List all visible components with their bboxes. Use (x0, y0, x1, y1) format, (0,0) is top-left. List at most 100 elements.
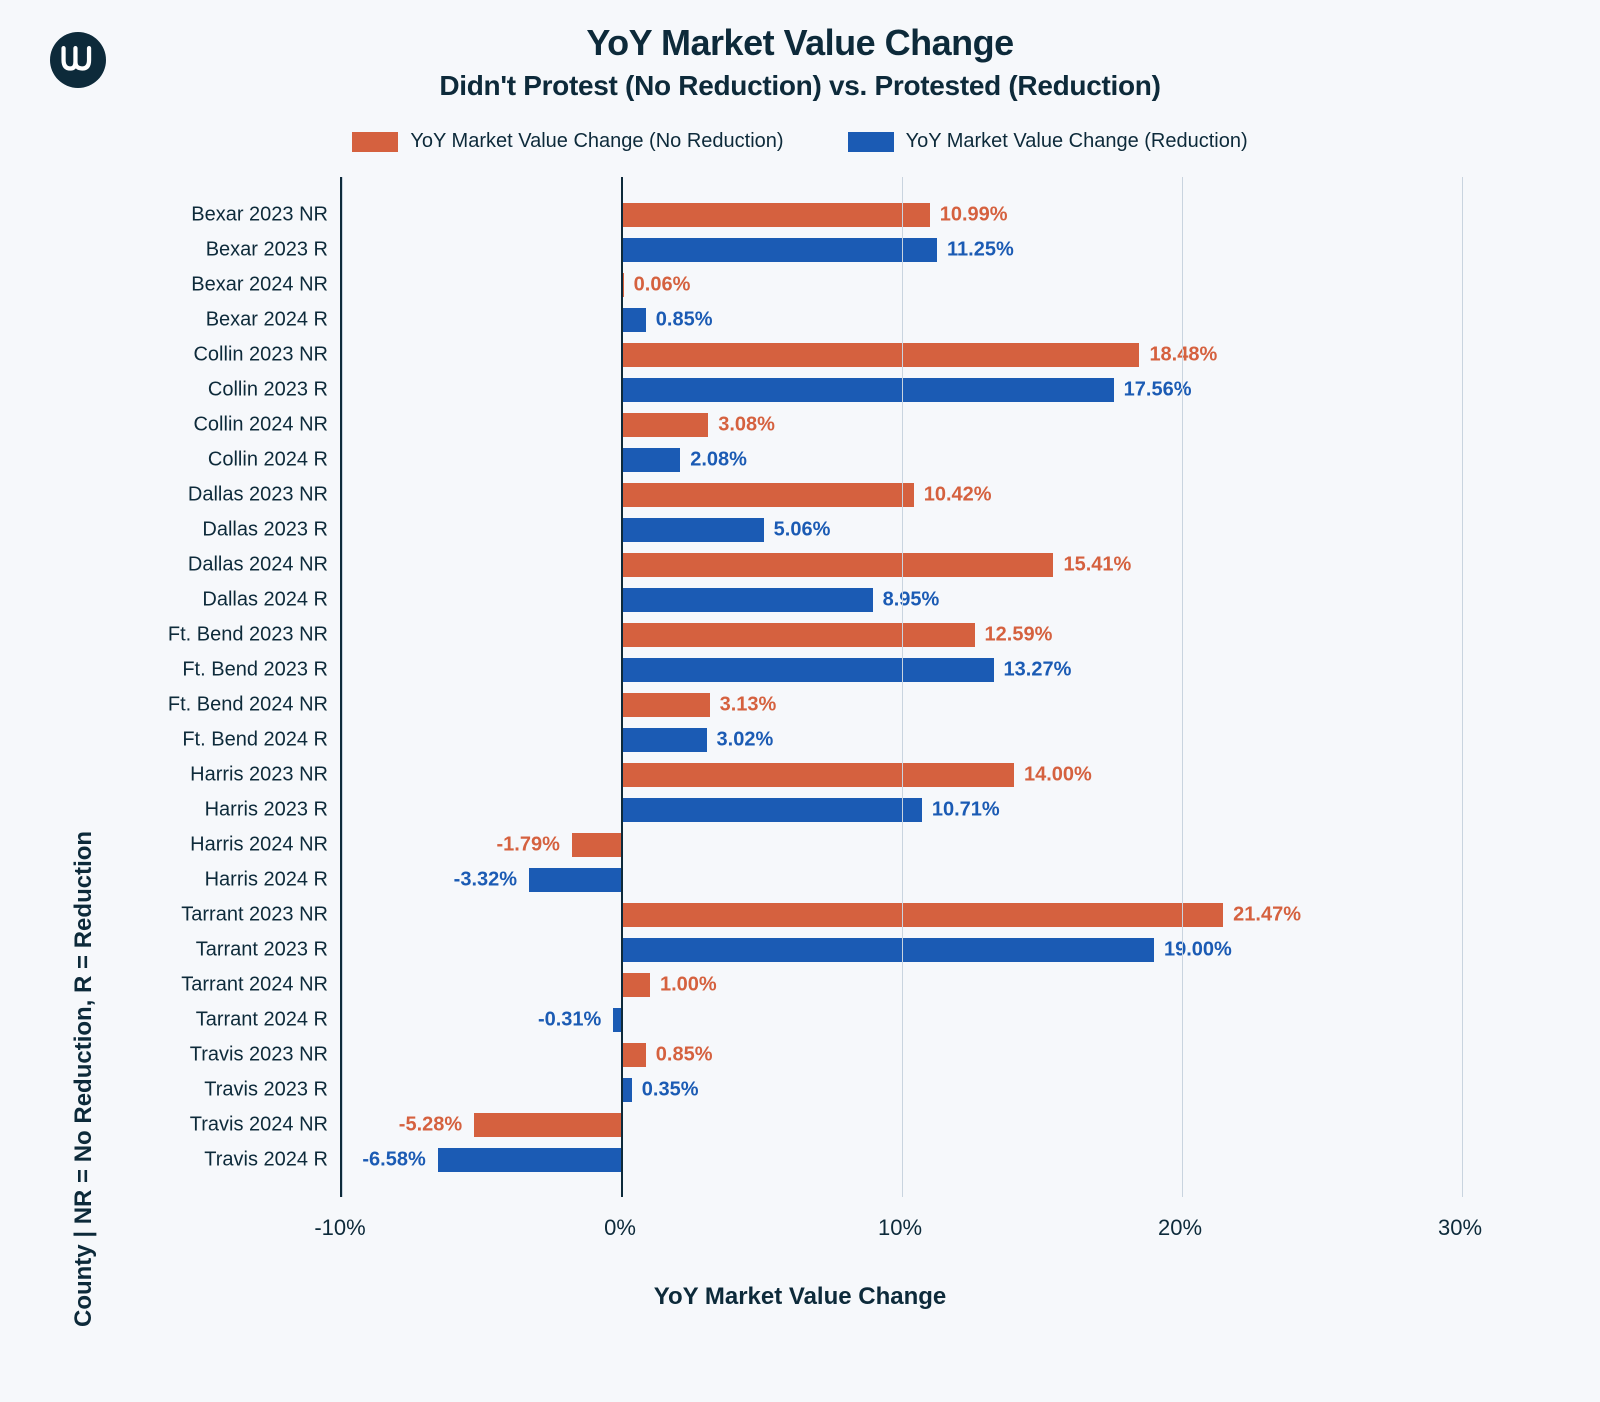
bar-no-reduction (622, 903, 1223, 927)
legend-swatch-b (848, 132, 894, 152)
bar-no-reduction (622, 763, 1014, 787)
y-category-label: Harris 2023 R (205, 798, 342, 821)
x-tick-label: 10% (878, 1215, 922, 1241)
bar-value-label: 18.48% (1149, 343, 1217, 366)
bar-value-label: 15.41% (1063, 553, 1131, 576)
bar-value-label: 0.35% (642, 1078, 699, 1101)
bar-value-label: 0.06% (634, 273, 691, 296)
bar-value-label: -1.79% (497, 833, 560, 856)
y-category-label: Collin 2023 NR (193, 343, 342, 366)
bar-value-label: 2.08% (690, 448, 747, 471)
y-category-label: Ft. Bend 2024 NR (168, 693, 342, 716)
y-category-label: Travis 2024 R (204, 1148, 342, 1171)
bar-value-label: 1.00% (660, 973, 717, 996)
bar-value-label: 3.02% (717, 728, 774, 751)
bar-no-reduction (622, 1043, 646, 1067)
bar-reduction (622, 1078, 632, 1102)
bar-value-label: 11.25% (947, 238, 1014, 261)
legend-item-no-reduction: YoY Market Value Change (No Reduction) (352, 130, 783, 153)
y-category-label: Travis 2023 NR (190, 1043, 342, 1066)
y-category-label: Bexar 2023 R (206, 238, 342, 261)
gridline (342, 177, 343, 1197)
bar-value-label: 14.00% (1024, 763, 1092, 786)
y-category-label: Travis 2024 NR (190, 1113, 342, 1136)
bar-value-label: -5.28% (399, 1113, 462, 1136)
legend-swatch-a (352, 132, 398, 152)
y-category-label: Harris 2024 NR (190, 833, 342, 856)
bar-reduction (622, 798, 922, 822)
bar-value-label: 10.71% (932, 798, 1000, 821)
bar-value-label: 21.47% (1233, 903, 1301, 926)
legend-label-b: YoY Market Value Change (Reduction) (906, 130, 1248, 153)
chart-title: YoY Market Value Change (0, 22, 1600, 64)
bar-value-label: 12.59% (985, 623, 1053, 646)
bar-value-label: 0.85% (656, 1043, 713, 1066)
bar-reduction (622, 448, 680, 472)
bar-reduction (622, 238, 937, 262)
plot-area: County | NR = No Reduction, R = Reductio… (0, 177, 1600, 1311)
y-category-label: Tarrant 2024 NR (181, 973, 342, 996)
x-tick-label: 20% (1158, 1215, 1202, 1241)
bar-value-label: 0.85% (656, 308, 713, 331)
y-category-label: Tarrant 2024 R (196, 1008, 342, 1031)
gridline (1182, 177, 1183, 1197)
bar-no-reduction (622, 413, 708, 437)
y-axis-title: County | NR = No Reduction, R = Reductio… (70, 831, 98, 1327)
y-category-label: Dallas 2024 R (202, 588, 342, 611)
bar-no-reduction (572, 833, 622, 857)
gridline (902, 177, 903, 1197)
chart-subtitle: Didn't Protest (No Reduction) vs. Protes… (0, 70, 1600, 102)
bar-value-label: 3.08% (718, 413, 775, 436)
bar-reduction (622, 728, 707, 752)
y-category-label: Tarrant 2023 R (196, 938, 342, 961)
y-category-label: Harris 2023 NR (190, 763, 342, 786)
x-tick-label: -10% (314, 1215, 365, 1241)
bar-no-reduction (622, 623, 975, 647)
bar-reduction (622, 588, 873, 612)
y-category-label: Ft. Bend 2023 NR (168, 623, 342, 646)
legend: YoY Market Value Change (No Reduction) Y… (0, 130, 1600, 153)
y-category-label: Ft. Bend 2023 R (182, 658, 342, 681)
bar-value-label: 5.06% (774, 518, 831, 541)
y-category-label: Collin 2024 NR (193, 413, 342, 436)
legend-label-a: YoY Market Value Change (No Reduction) (410, 130, 783, 153)
bar-value-label: 3.13% (720, 693, 777, 716)
bar-reduction (622, 658, 994, 682)
bar-reduction (622, 308, 646, 332)
bar-value-label: -0.31% (538, 1008, 601, 1031)
y-category-label: Bexar 2023 NR (191, 203, 342, 226)
y-category-label: Dallas 2023 R (202, 518, 342, 541)
y-category-label: Collin 2024 R (208, 448, 342, 471)
bar-value-label: 19.00% (1164, 938, 1232, 961)
bar-no-reduction (622, 553, 1053, 577)
bar-reduction (622, 938, 1154, 962)
bar-no-reduction (622, 693, 710, 717)
bar-reduction (529, 868, 622, 892)
x-tick-label: 30% (1438, 1215, 1482, 1241)
x-ticks: -10%0%10%20%30% (340, 1197, 1460, 1237)
y-category-label: Bexar 2024 NR (191, 273, 342, 296)
gridline (1462, 177, 1463, 1197)
grid: Bexar 2023 NR10.99%Bexar 2023 R11.25%Bex… (340, 177, 1460, 1197)
bar-value-label: 13.27% (1004, 658, 1072, 681)
chart-container: YoY Market Value Change Didn't Protest (… (0, 22, 1600, 1311)
y-category-label: Bexar 2024 R (206, 308, 342, 331)
bar-reduction (438, 1148, 622, 1172)
bar-value-label: -3.32% (454, 868, 517, 891)
y-category-label: Collin 2023 R (208, 378, 342, 401)
bar-reduction (622, 378, 1114, 402)
gridline (621, 177, 623, 1197)
y-category-label: Ft. Bend 2024 R (182, 728, 342, 751)
x-axis-title: YoY Market Value Change (0, 1283, 1600, 1311)
y-category-label: Dallas 2024 NR (188, 553, 342, 576)
bar-no-reduction (474, 1113, 622, 1137)
legend-item-reduction: YoY Market Value Change (Reduction) (848, 130, 1248, 153)
x-tick-label: 0% (604, 1215, 636, 1241)
y-category-label: Travis 2023 R (204, 1078, 342, 1101)
y-category-label: Dallas 2023 NR (188, 483, 342, 506)
bar-value-label: -6.58% (362, 1148, 425, 1171)
bar-value-label: 10.42% (924, 483, 992, 506)
bar-no-reduction (622, 203, 930, 227)
bar-value-label: 10.99% (940, 203, 1008, 226)
bar-reduction (622, 518, 764, 542)
